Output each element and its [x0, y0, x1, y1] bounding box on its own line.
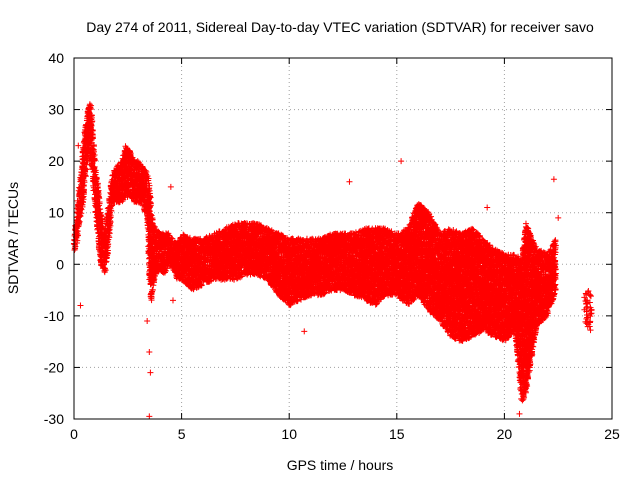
x-tick-label: 10 [281, 426, 297, 442]
x-tick-label: 15 [389, 426, 405, 442]
y-tick-label: 40 [48, 50, 64, 66]
data-point [76, 218, 83, 225]
y-tick-label: 20 [48, 153, 64, 169]
data-point [72, 243, 79, 250]
data-point [82, 168, 89, 175]
chart-title: Day 274 of 2011, Sidereal Day-to-day VTE… [86, 19, 594, 35]
data-point [82, 173, 89, 180]
x-tick-label: 25 [604, 426, 620, 442]
y-tick-label: 10 [48, 205, 64, 221]
y-tick-label: -10 [44, 308, 64, 324]
axis-ticks: 0 5 10 15 20 25 -30 -20 -10 0 10 20 30 40 [44, 50, 620, 442]
x-tick-label: 0 [70, 426, 78, 442]
data-point [74, 232, 81, 239]
data-point [81, 179, 88, 186]
y-tick-label: -20 [44, 359, 64, 375]
y-tick-label: -30 [44, 411, 64, 427]
x-tick-label: 20 [497, 426, 513, 442]
y-tick-label: 30 [48, 102, 64, 118]
y-tick-label: 0 [56, 256, 64, 272]
data-point [78, 206, 85, 213]
data-point [74, 237, 81, 244]
x-tick-label: 5 [178, 426, 186, 442]
data-point [75, 220, 82, 227]
data-points [70, 101, 595, 420]
data-point [80, 187, 87, 194]
data-point [77, 213, 84, 220]
